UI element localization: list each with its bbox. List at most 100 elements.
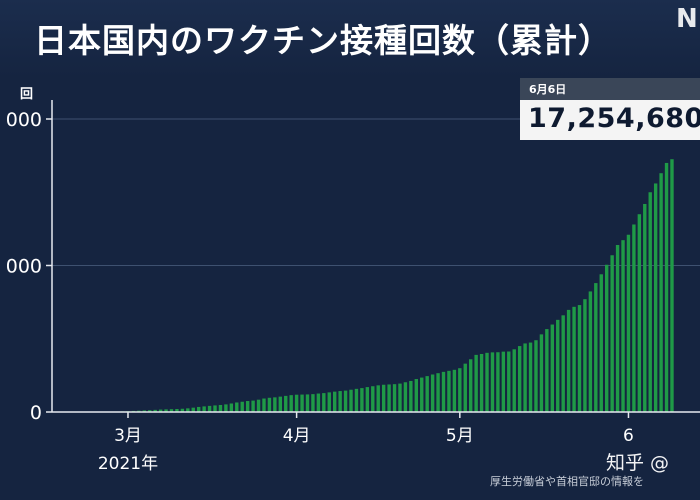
bar: [648, 192, 652, 412]
bar: [311, 394, 315, 412]
bar: [534, 340, 538, 412]
bar: [479, 353, 484, 412]
bar: [458, 368, 462, 412]
y-tick-label: 0: [30, 402, 42, 424]
gridlines: [52, 118, 700, 266]
bar: [153, 409, 157, 412]
bar: [403, 382, 408, 412]
watermark: 知乎 @: [606, 452, 670, 474]
x-tick-label: 6: [623, 426, 634, 446]
bar: [371, 386, 375, 412]
broadcaster-logo: N: [676, 4, 698, 34]
bar: [523, 343, 527, 412]
bar: [632, 224, 636, 412]
bar: [180, 408, 185, 412]
bar: [545, 329, 549, 412]
bar: [300, 394, 304, 412]
callout-value: 17,254,680: [528, 103, 700, 134]
bar: [213, 405, 217, 412]
bar: [599, 274, 603, 412]
bar: [207, 405, 212, 412]
bar: [354, 388, 359, 412]
y-tick-label: 000: [6, 109, 42, 131]
bar: [338, 391, 342, 412]
bar: [659, 173, 663, 412]
bar: [594, 283, 598, 412]
bar: [507, 351, 511, 412]
bar: [561, 315, 565, 412]
source-note: 厚生労働省や首相官邸の情報を: [490, 475, 644, 488]
bar: [202, 406, 206, 412]
x-tick-label: 3月: [114, 426, 142, 446]
bar: [284, 395, 288, 412]
bar: [626, 234, 631, 412]
bar: [240, 401, 244, 412]
bar-series: [109, 159, 674, 412]
bar: [305, 394, 310, 412]
bar: [191, 407, 195, 412]
bar: [289, 395, 293, 412]
bar: [186, 408, 190, 412]
bar: [349, 389, 353, 412]
bar: [528, 342, 533, 412]
bar: [501, 351, 506, 412]
y-tick-label: 000: [6, 256, 42, 278]
x-tick-label: 5月: [446, 426, 474, 446]
bar: [360, 388, 364, 412]
x-tick-label: 4月: [283, 426, 311, 446]
bar: [577, 305, 582, 412]
title-bar: [0, 0, 700, 78]
bar: [175, 409, 179, 412]
bar: [409, 380, 413, 412]
bar: [539, 334, 544, 412]
bar: [327, 392, 331, 412]
bar: [430, 374, 435, 412]
chart-title: 日本国内のワクチン接種回数（累計）: [34, 21, 612, 60]
bar: [653, 183, 658, 412]
y-axis-unit-label: 回: [20, 87, 34, 102]
bar: [485, 352, 489, 412]
bar: [278, 396, 282, 412]
bar: [463, 363, 467, 412]
bar: [251, 400, 255, 412]
bar: [148, 410, 152, 412]
axes: [46, 100, 700, 418]
bar: [164, 409, 168, 412]
bar: [333, 391, 337, 412]
bar: [376, 385, 380, 412]
bar: [605, 264, 609, 412]
bar: [425, 376, 429, 412]
bar: [224, 404, 228, 412]
bar: [550, 324, 554, 412]
bar: [496, 352, 500, 412]
bar: [664, 162, 669, 412]
bar: [365, 387, 370, 412]
bar: [398, 383, 402, 412]
bar: [235, 402, 239, 412]
bar: [343, 390, 348, 412]
bar: [583, 299, 587, 412]
bar: [637, 214, 642, 412]
bar: [643, 203, 647, 412]
bar: [572, 306, 576, 412]
bar: [588, 291, 593, 412]
bar: [267, 397, 272, 412]
bar: [474, 354, 478, 412]
bar: [142, 410, 146, 412]
bar: [197, 406, 201, 412]
bar: [381, 384, 386, 412]
callout-date: 6月6日: [520, 78, 700, 100]
callout-box: 17,254,680回: [520, 100, 700, 140]
bar: [469, 359, 473, 412]
bar: [256, 399, 261, 412]
bar: [158, 409, 163, 412]
bar: [262, 398, 266, 412]
bar: [615, 244, 620, 412]
bar: [670, 159, 674, 412]
bar: [392, 384, 397, 412]
bar: [566, 309, 571, 412]
bar: [273, 397, 277, 412]
bar: [218, 404, 223, 412]
